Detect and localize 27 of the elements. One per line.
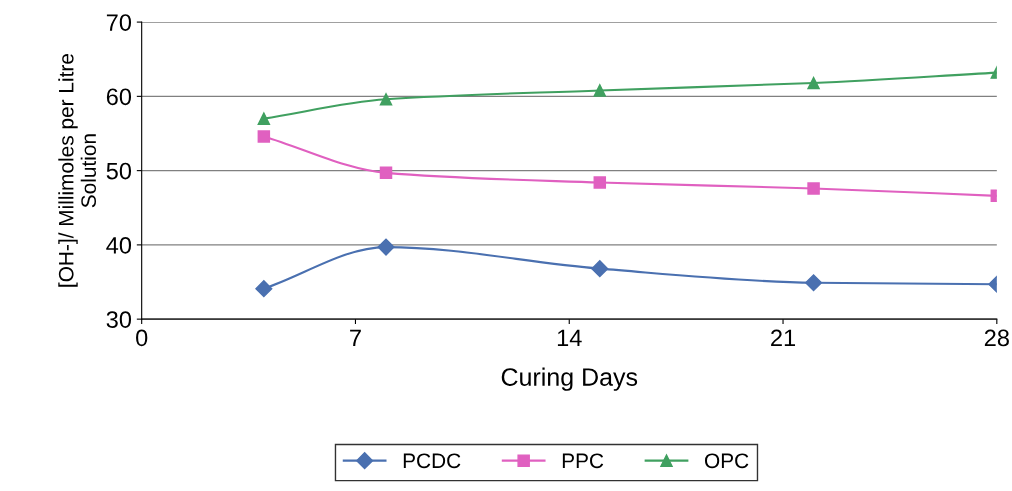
y-tick-label: 30 [106, 311, 132, 328]
y-tick-label: 70 [106, 14, 132, 31]
point [593, 84, 607, 97]
point [257, 130, 271, 143]
x-tick-label: 21 [771, 329, 796, 346]
y-tick-label: 50 [106, 162, 132, 180]
legend-label: PCDC [403, 453, 461, 469]
x-tick-label: 0 [136, 329, 148, 347]
legend-label: OPC [705, 453, 749, 469]
x-tick-label: 28 [984, 329, 1009, 347]
y-axis-title: [OH-]/ Millimoles per Litre Solution [58, 54, 97, 287]
point [379, 166, 393, 180]
legend-label: PPC [562, 453, 604, 469]
y-tick-label: 60 [106, 88, 132, 106]
point [257, 112, 271, 125]
x-tick-label: 7 [350, 329, 361, 346]
point [255, 280, 273, 298]
x-axis-title: Curing Days [501, 367, 638, 391]
point [379, 93, 393, 106]
point [377, 238, 395, 256]
point [807, 182, 820, 195]
point [593, 176, 607, 189]
point [807, 76, 820, 90]
x-tick-label: 14 [557, 329, 582, 346]
point [805, 274, 823, 292]
point [591, 260, 609, 278]
y-tick-label: 40 [106, 236, 132, 254]
